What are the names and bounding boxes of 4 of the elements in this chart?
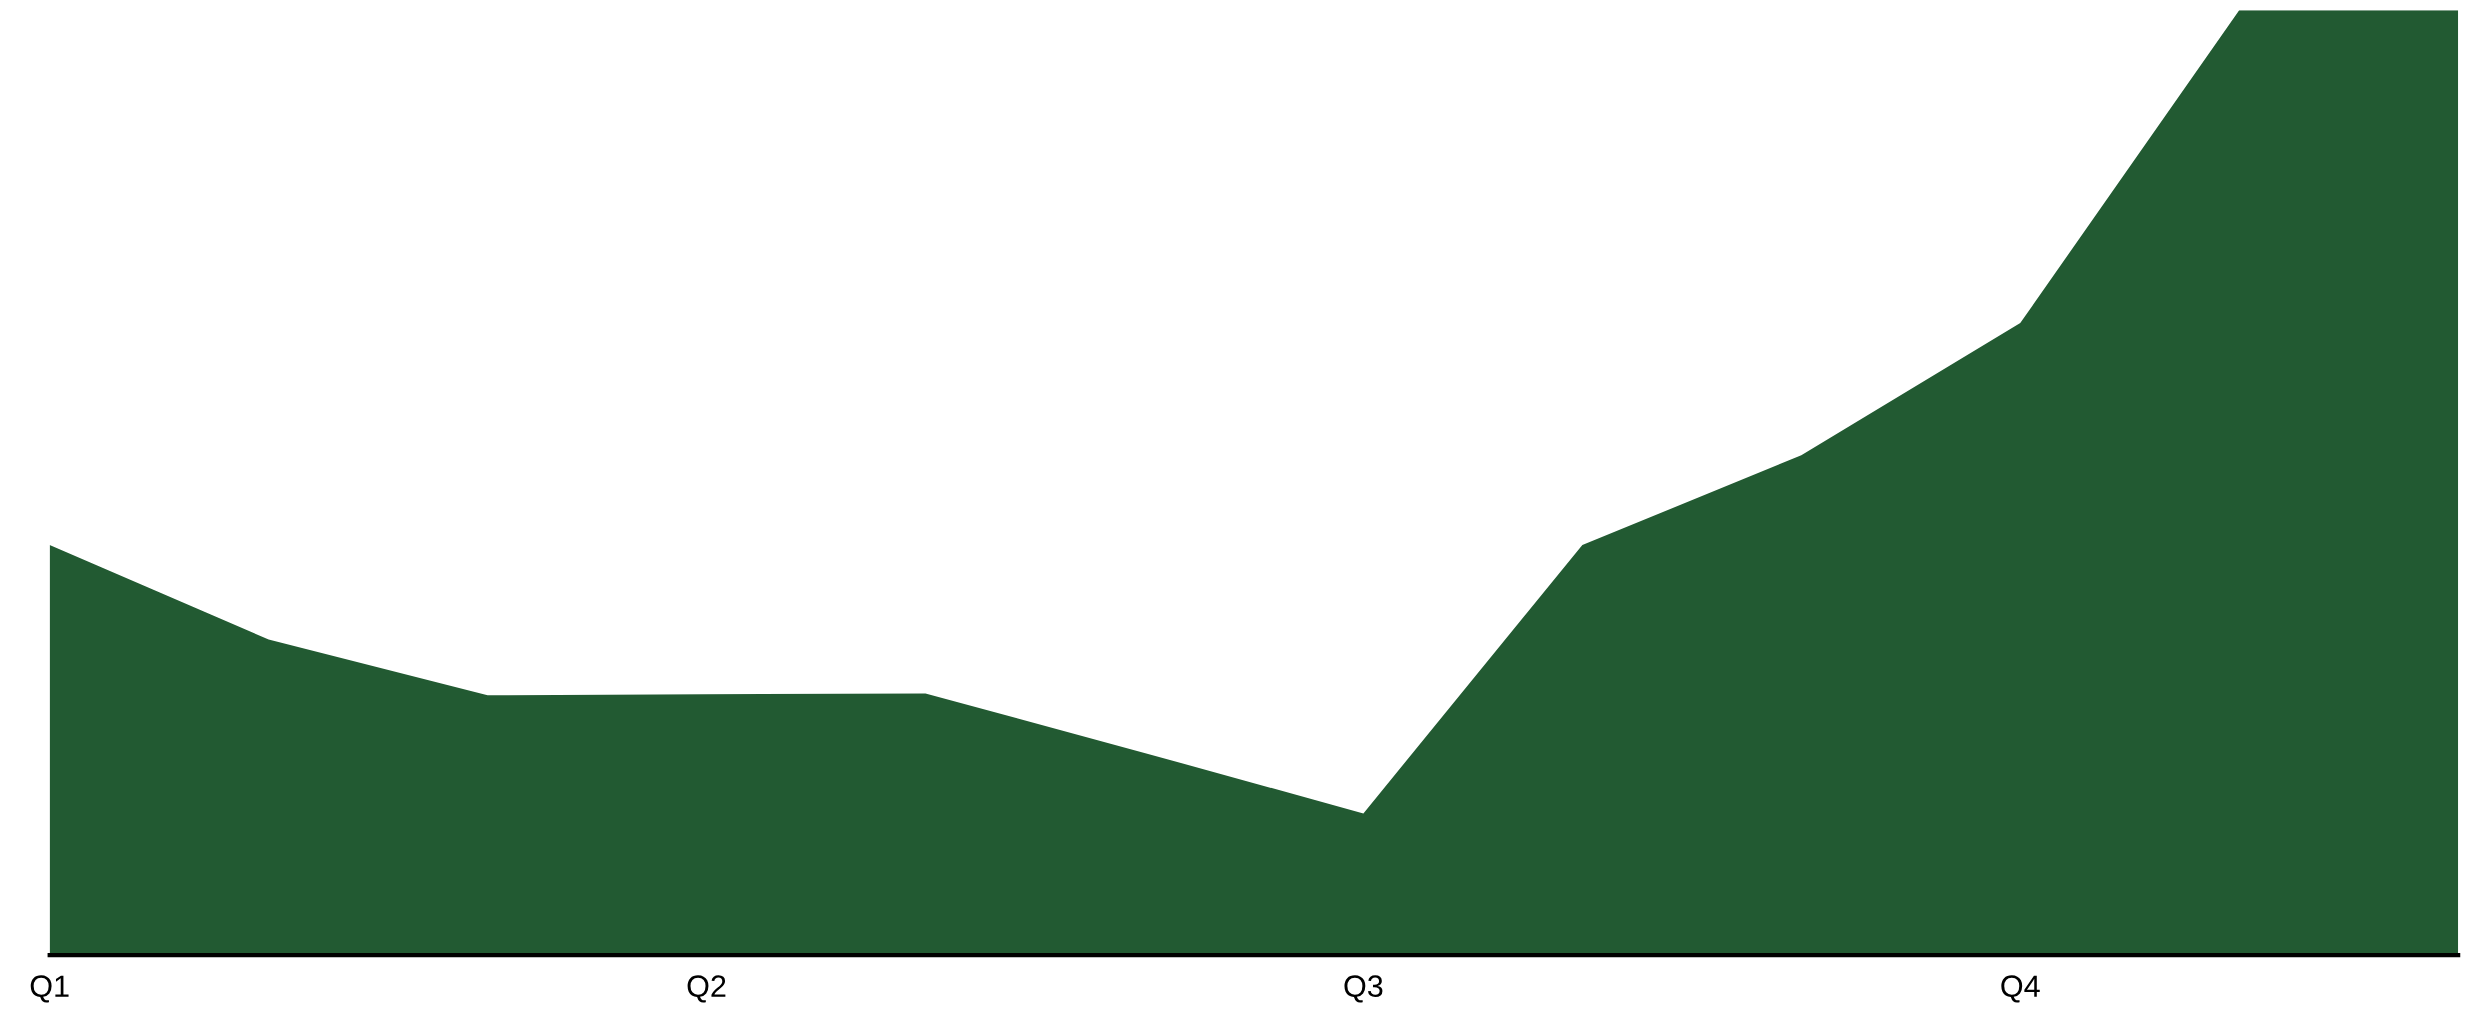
x-tick-label: Q4	[2001, 975, 2040, 1003]
x-tick-label: Q1	[30, 975, 69, 1003]
x-tick-label: Q2	[687, 975, 726, 1003]
x-tick-label: Q3	[1344, 975, 1383, 1003]
